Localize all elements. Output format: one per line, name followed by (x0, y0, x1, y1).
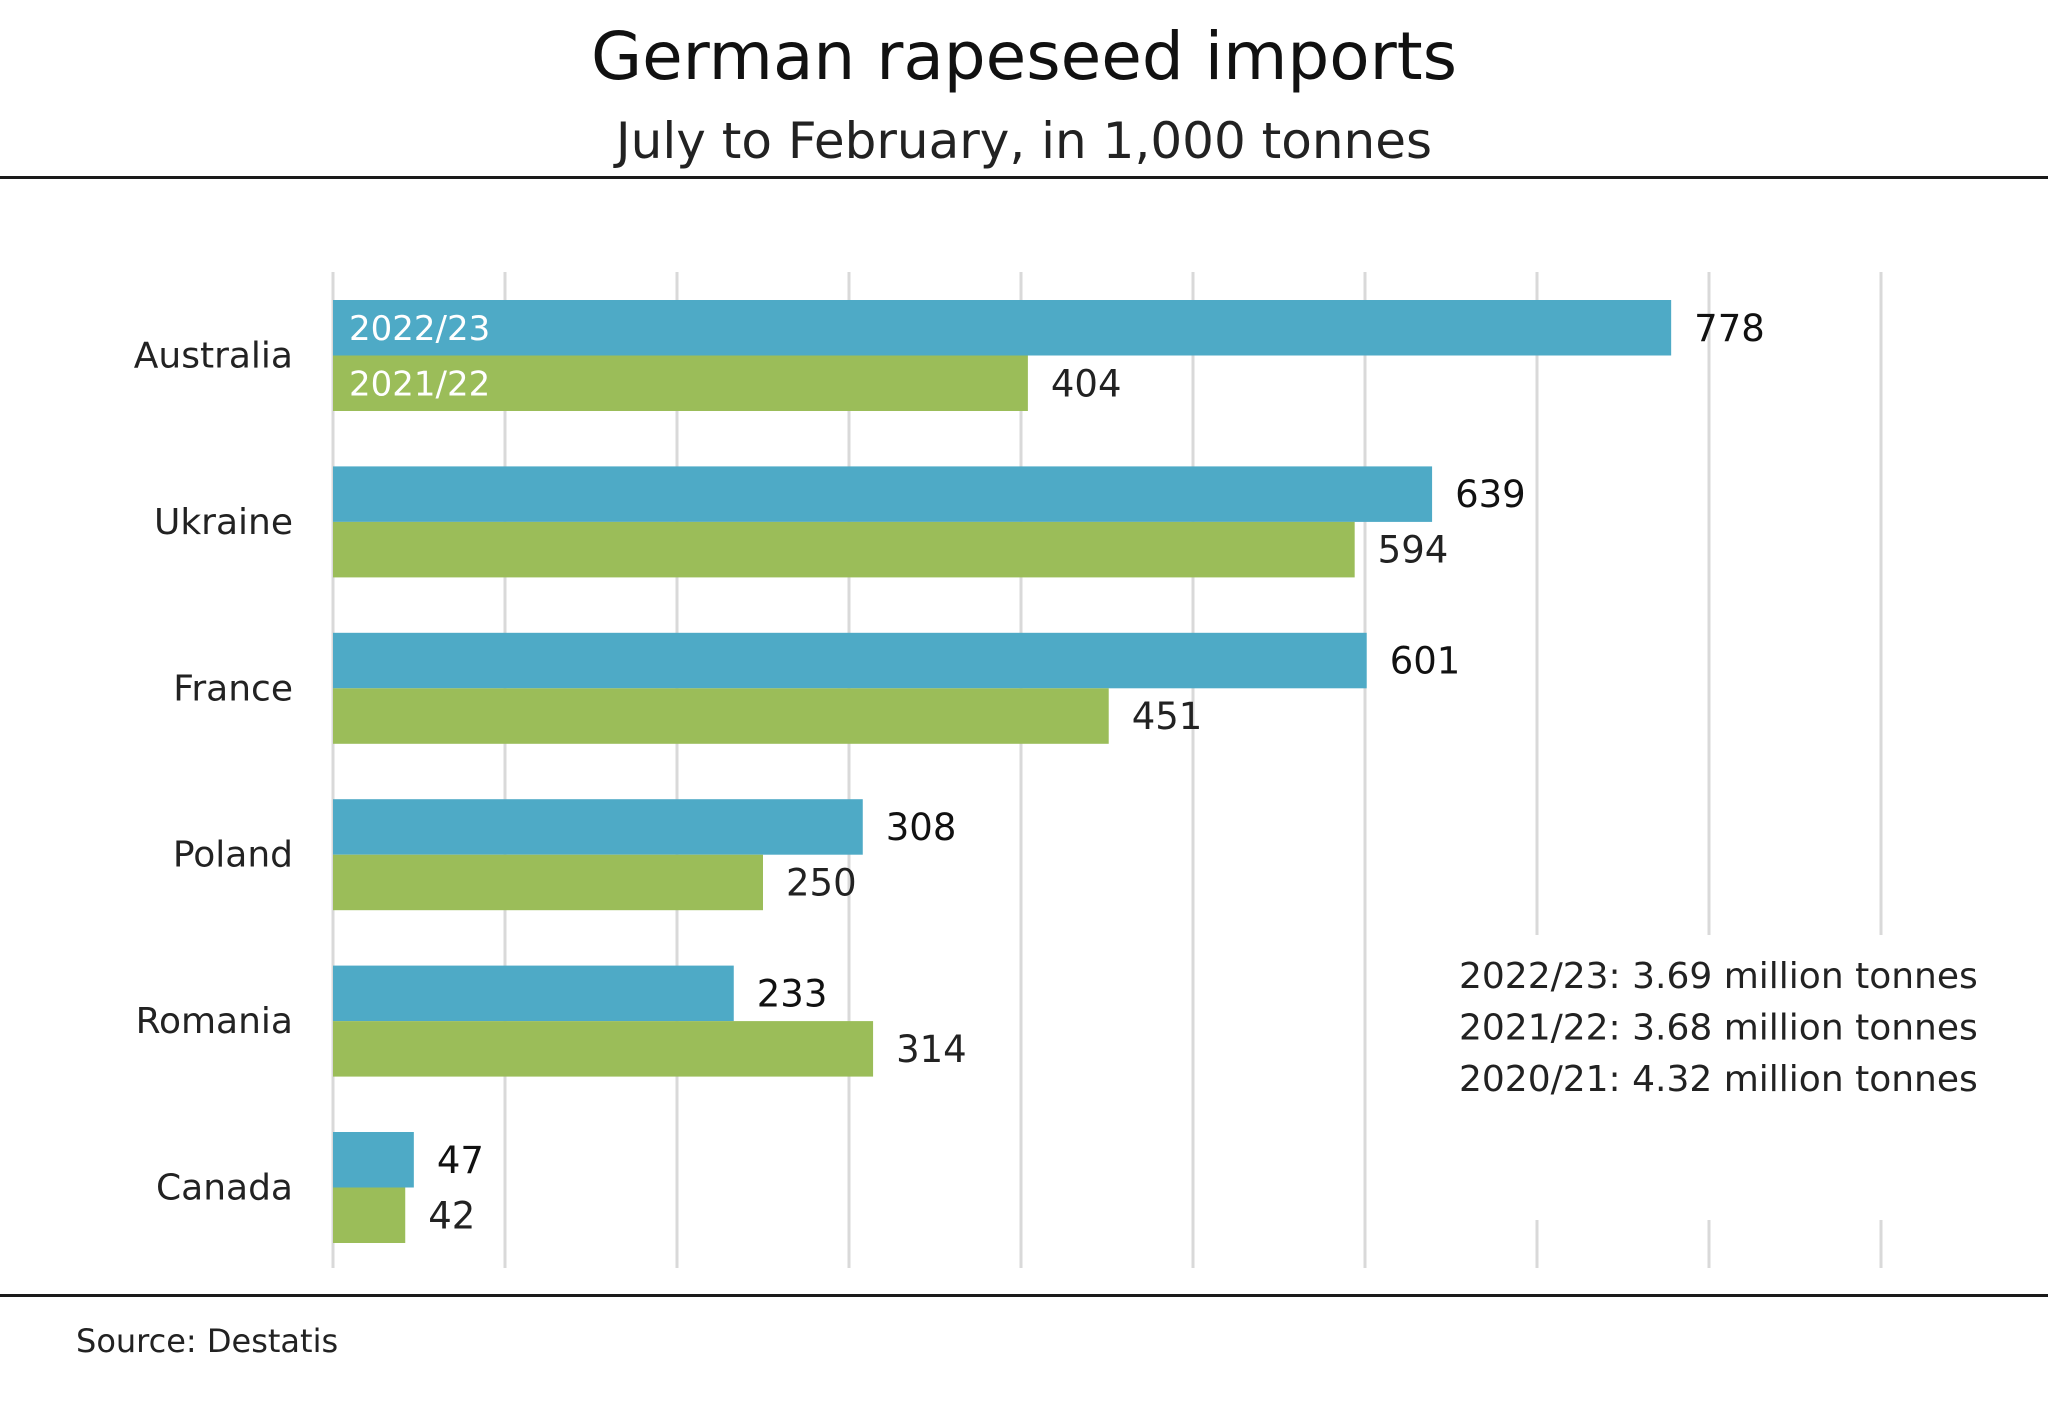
bar-france-2021-22 (333, 688, 1109, 744)
category-label-france: France (173, 668, 293, 709)
category-label-australia: Australia (134, 336, 293, 377)
bar-france-2022-23 (333, 632, 1367, 689)
category-label-ukraine: Ukraine (154, 502, 293, 543)
bar-ukraine-2022-23 (333, 466, 1433, 522)
grid-lines (331, 272, 1883, 1268)
legend-2021-22: 2021/22 (349, 364, 490, 404)
chart-title: German rapeseed imports (590, 18, 1458, 95)
bar-poland-2021-22 (333, 854, 763, 911)
value-label-romania-2021-22: 314 (896, 1028, 967, 1071)
bar-poland-2022-23 (333, 799, 863, 855)
source-note: Source: Destatis (76, 1322, 339, 1360)
value-label-australia-2021-22: 404 (1051, 362, 1122, 405)
value-label-romania-2022-23: 233 (757, 972, 828, 1015)
bar-canada-2022-23 (333, 1132, 414, 1188)
top-divider (0, 176, 2048, 179)
value-label-poland-2022-23: 308 (886, 806, 957, 849)
labels: Australia 778 2022/23 404 2021/22 Ukraine 6395… (134, 307, 1765, 1238)
chart-subtitle: July to February, in 1,000 tonnes (615, 112, 1433, 170)
total-line-2: 2021/22: 3.68 million tonnes (1459, 1008, 1978, 1049)
value-label-france-2022-23: 601 (1390, 640, 1461, 683)
bar-ukraine-2021-22 (333, 521, 1355, 578)
category-label-romania: Romania (136, 1001, 293, 1042)
value-label-ukraine-2022-23: 639 (1455, 473, 1526, 516)
total-line-3: 2020/21: 4.32 million tonnes (1459, 1059, 1978, 1100)
legend-2022-23: 2022/23 (349, 309, 490, 349)
totals-box: 2022/23: 3.69 million tonnes 2021/22: 3.6… (1430, 940, 1990, 1100)
total-line-1: 2022/23: 3.69 million tonnes (1459, 956, 1978, 997)
value-label-australia-2022-23: 778 (1694, 307, 1765, 350)
value-label-canada-2021-22: 42 (428, 1194, 475, 1237)
value-label-ukraine-2021-22: 594 (1378, 529, 1449, 572)
value-label-canada-2022-23: 47 (437, 1139, 484, 1182)
totals-background (1430, 940, 1990, 1100)
category-label-canada: Canada (156, 1168, 293, 1209)
bar-australia-2021-22 (333, 355, 1028, 411)
bars (333, 300, 1672, 1243)
bottom-divider (0, 1294, 2048, 1297)
bar-romania-2021-22 (333, 1021, 874, 1077)
value-label-france-2021-22: 451 (1132, 695, 1203, 738)
bar-romania-2022-23 (333, 965, 734, 1022)
value-label-poland-2021-22: 250 (786, 861, 857, 904)
bar-australia-2022-23 (333, 300, 1672, 356)
bar-canada-2021-22 (333, 1187, 406, 1243)
category-label-poland: Poland (173, 835, 293, 876)
